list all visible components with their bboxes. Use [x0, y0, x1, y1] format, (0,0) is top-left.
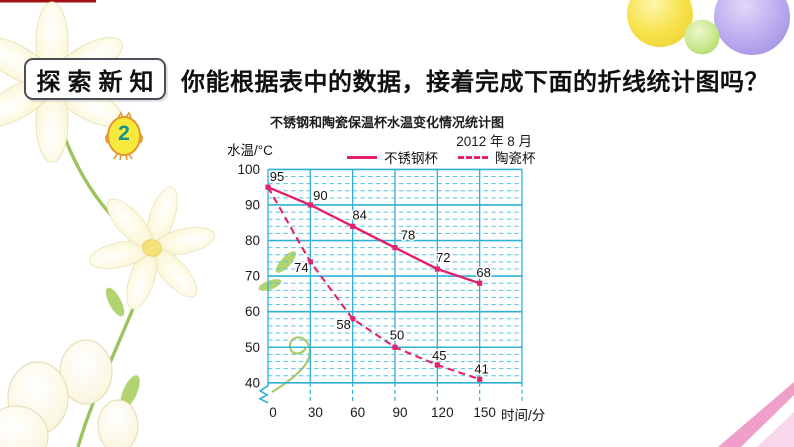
point-label: 45 — [432, 348, 446, 363]
data-point — [477, 280, 483, 286]
spiral-stem — [271, 336, 312, 393]
circle-decoration-purple — [714, 0, 790, 55]
legend-item-ceramic: 陶瓷杯 — [458, 147, 536, 167]
ribbon-decoration — [718, 382, 794, 447]
point-label: 72 — [436, 250, 450, 265]
y-tick-label: 60 — [245, 304, 260, 319]
ribbon-decoration-pale — [757, 412, 794, 447]
data-point — [434, 266, 440, 272]
flower-decoration-mid — [88, 186, 216, 310]
point-label: 90 — [313, 188, 327, 203]
point-label: 84 — [352, 207, 366, 222]
axis-break-icon — [258, 382, 269, 404]
x-tick-label: 120 — [431, 405, 454, 420]
point-label: 74 — [294, 260, 308, 275]
y-tick-label: 90 — [245, 197, 260, 212]
chart-title: 不锈钢和陶瓷保温杯水温变化情况统计图 — [269, 115, 504, 130]
flower-buds — [0, 339, 139, 447]
data-point — [265, 184, 271, 190]
chick-icon — [105, 111, 143, 161]
y-tick-label: 50 — [245, 340, 260, 355]
section-badge: 探索新知 — [24, 58, 166, 100]
series-line-1 — [267, 186, 481, 285]
legend-dashed-line-icon — [458, 155, 488, 159]
data-point — [392, 344, 398, 350]
legend-label-ceramic: 陶瓷杯 — [495, 151, 536, 166]
point-label: 50 — [390, 327, 404, 342]
x-tick-label: 90 — [392, 405, 407, 420]
data-point — [392, 245, 398, 251]
legend-solid-line-icon — [347, 155, 377, 159]
point-label: 78 — [401, 228, 415, 243]
chick-number-icon: 2 — [101, 109, 147, 161]
data-point — [350, 223, 356, 229]
legend-item-steel: 不锈钢杯 — [347, 147, 438, 167]
point-label: 58 — [336, 317, 350, 332]
flower-leaves — [105, 251, 297, 409]
y-axis-unit-label: 水温/°C — [227, 143, 273, 158]
series-line-2 — [267, 186, 480, 381]
circle-decoration-yellow — [627, 0, 693, 47]
data-point — [477, 376, 483, 382]
y-tick-label: 100 — [237, 162, 260, 177]
circle-decoration-green — [684, 19, 720, 55]
data-point — [307, 259, 313, 265]
x-tick-label: 0 — [269, 405, 277, 420]
y-tick-label: 80 — [245, 233, 260, 248]
x-tick-label: 30 — [308, 405, 323, 420]
item-number: 2 — [118, 122, 130, 145]
point-label: 68 — [476, 265, 490, 280]
question-heading: 你能根据表中的数据，接着完成下面的折线统计图吗？ — [181, 69, 769, 96]
data-point — [307, 202, 313, 208]
chart-legend: 不锈钢杯 陶瓷杯 — [347, 147, 536, 167]
section-badge-label: 探索新知 — [36, 66, 161, 96]
x-tick-label: 60 — [350, 405, 365, 420]
y-tick-label: 40 — [245, 375, 260, 390]
chart-date: 2012 年 8 月 — [456, 134, 532, 149]
flower-stems — [56, 117, 152, 447]
data-point — [434, 362, 440, 368]
data-point — [350, 316, 356, 322]
y-tick-label: 70 — [245, 269, 260, 284]
legend-label-steel: 不锈钢杯 — [384, 151, 438, 166]
top-border-segment — [0, 0, 96, 3]
x-axis-unit-label: 时间/分 — [501, 408, 546, 423]
point-label: 41 — [474, 361, 488, 376]
x-tick-label: 150 — [473, 405, 496, 420]
point-label: 95 — [270, 169, 284, 184]
